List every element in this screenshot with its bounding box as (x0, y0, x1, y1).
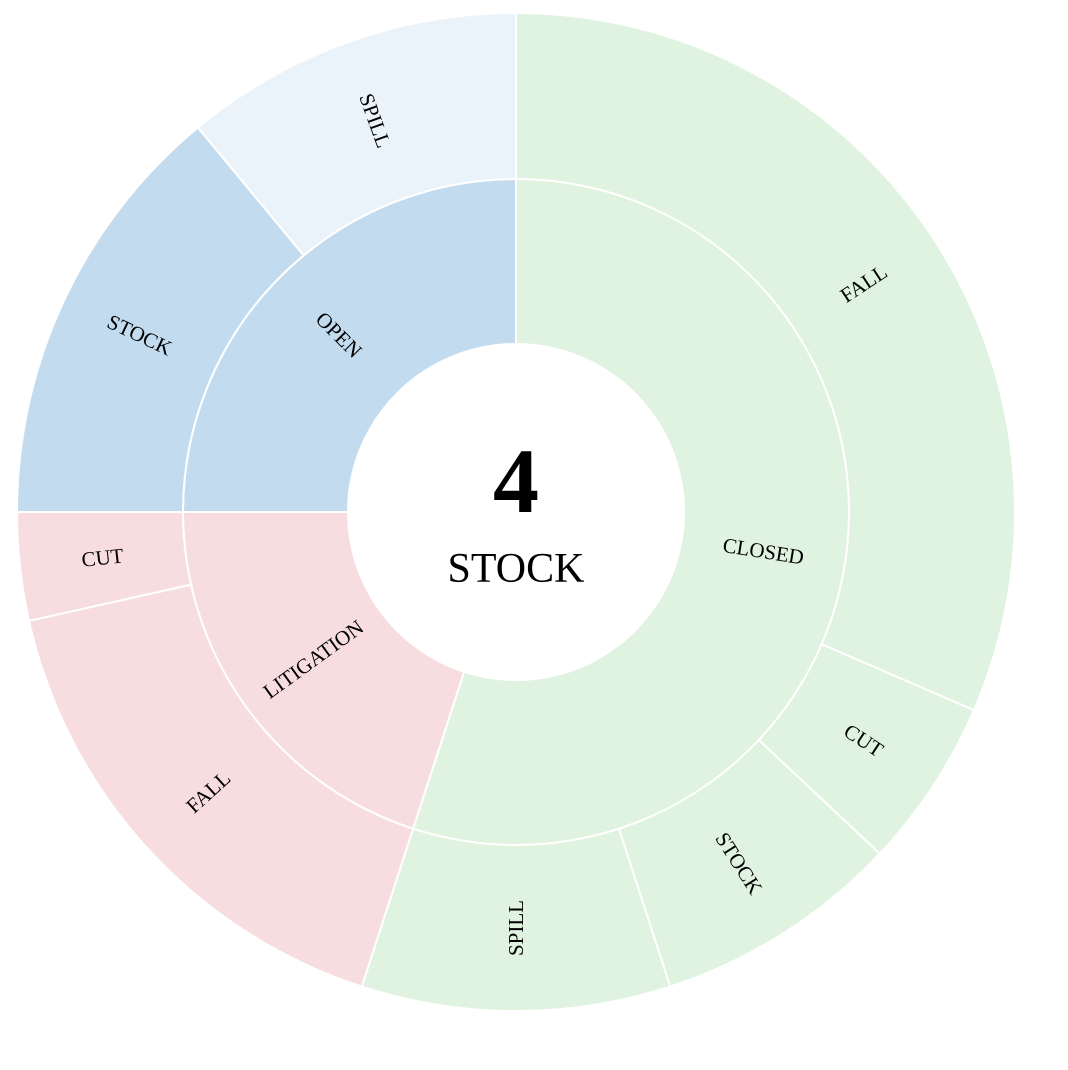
ring-outer-closed-spill-label: SPILL (504, 900, 528, 956)
ring-outer-litigation-cut-label: CUT (80, 543, 125, 571)
center-caption: STOCK (448, 546, 585, 592)
segments-group (15, 11, 1016, 1012)
ring-outer-litigation-fall-segment[interactable] (27, 583, 415, 988)
ring-outer-closed-fall-segment[interactable] (515, 11, 1016, 712)
ring-outer-open-spill-segment[interactable] (196, 11, 517, 257)
center-value: 4 (493, 430, 539, 532)
